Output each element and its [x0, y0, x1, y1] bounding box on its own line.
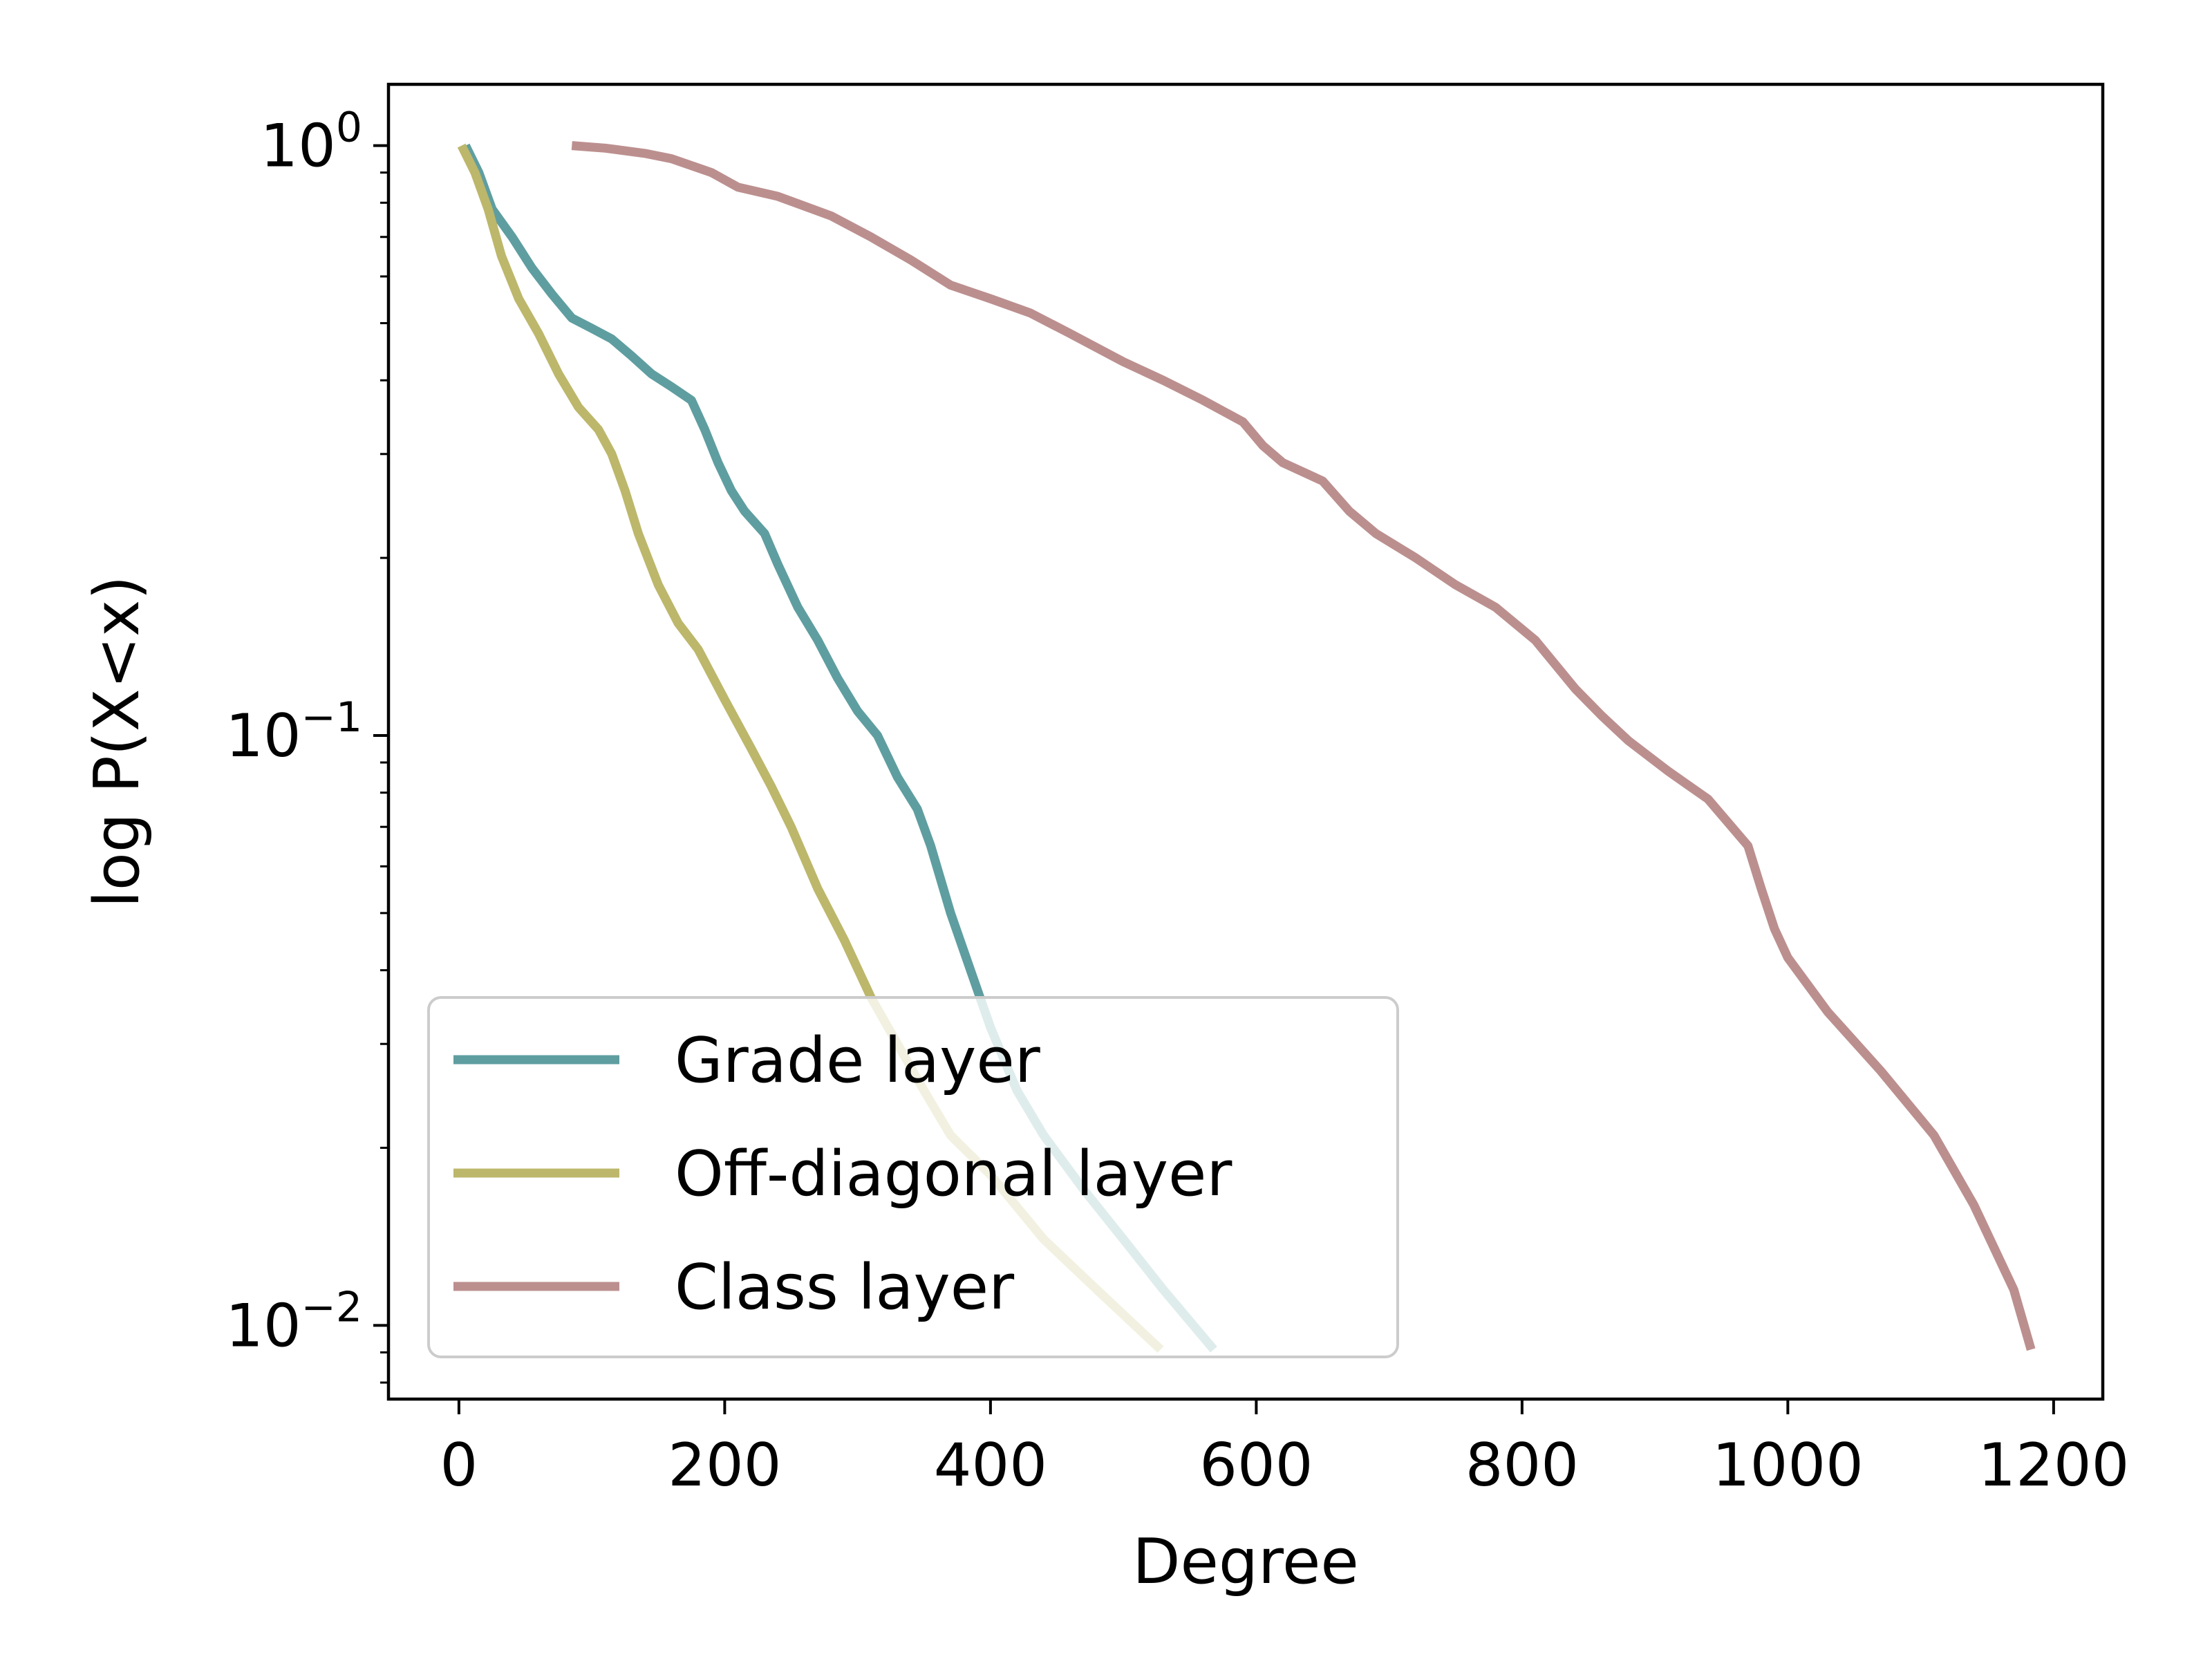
x-tick-label: 1200 [1978, 1431, 2129, 1500]
y-tick-exponent: −2 [301, 1283, 362, 1331]
legend-label-1: Grade layer [675, 1024, 1040, 1097]
series-line-3 [571, 141, 2036, 1351]
x-tick-label: 200 [668, 1431, 781, 1500]
legend-label-3: Class layer [675, 1251, 1014, 1324]
y-tick-exponent: 0 [336, 104, 362, 152]
y-tick-label: 10−2 [225, 1283, 362, 1360]
legend-box [427, 996, 1399, 1358]
x-tick-label: 800 [1465, 1431, 1579, 1500]
x-tick-label: 600 [1199, 1431, 1313, 1500]
y-tick-base: 10 [225, 1291, 301, 1360]
legend-label-2: Off-diagonal layer [675, 1138, 1232, 1210]
x-tick-label: 0 [440, 1431, 478, 1500]
x-tick-label: 1000 [1712, 1431, 1864, 1500]
x-tick-label: 400 [934, 1431, 1047, 1500]
y-tick-base: 10 [225, 702, 301, 771]
y-tick-label: 100 [260, 104, 362, 181]
x-axis-label: Degree [1132, 1526, 1359, 1598]
y-tick-label: 10−1 [225, 693, 362, 771]
y-tick-base: 10 [260, 112, 335, 181]
y-tick-exponent: −1 [301, 693, 362, 742]
y-minor-ticks [380, 171, 388, 1384]
x-ticks: 0 200 400 600 800 1000 1200 [440, 1399, 2129, 1500]
y-axis-label: log P(X<x) [81, 576, 153, 908]
plot-frame [386, 82, 2105, 1401]
legend: Grade layer Off-diagonal layer Class layer [427, 996, 1399, 1358]
